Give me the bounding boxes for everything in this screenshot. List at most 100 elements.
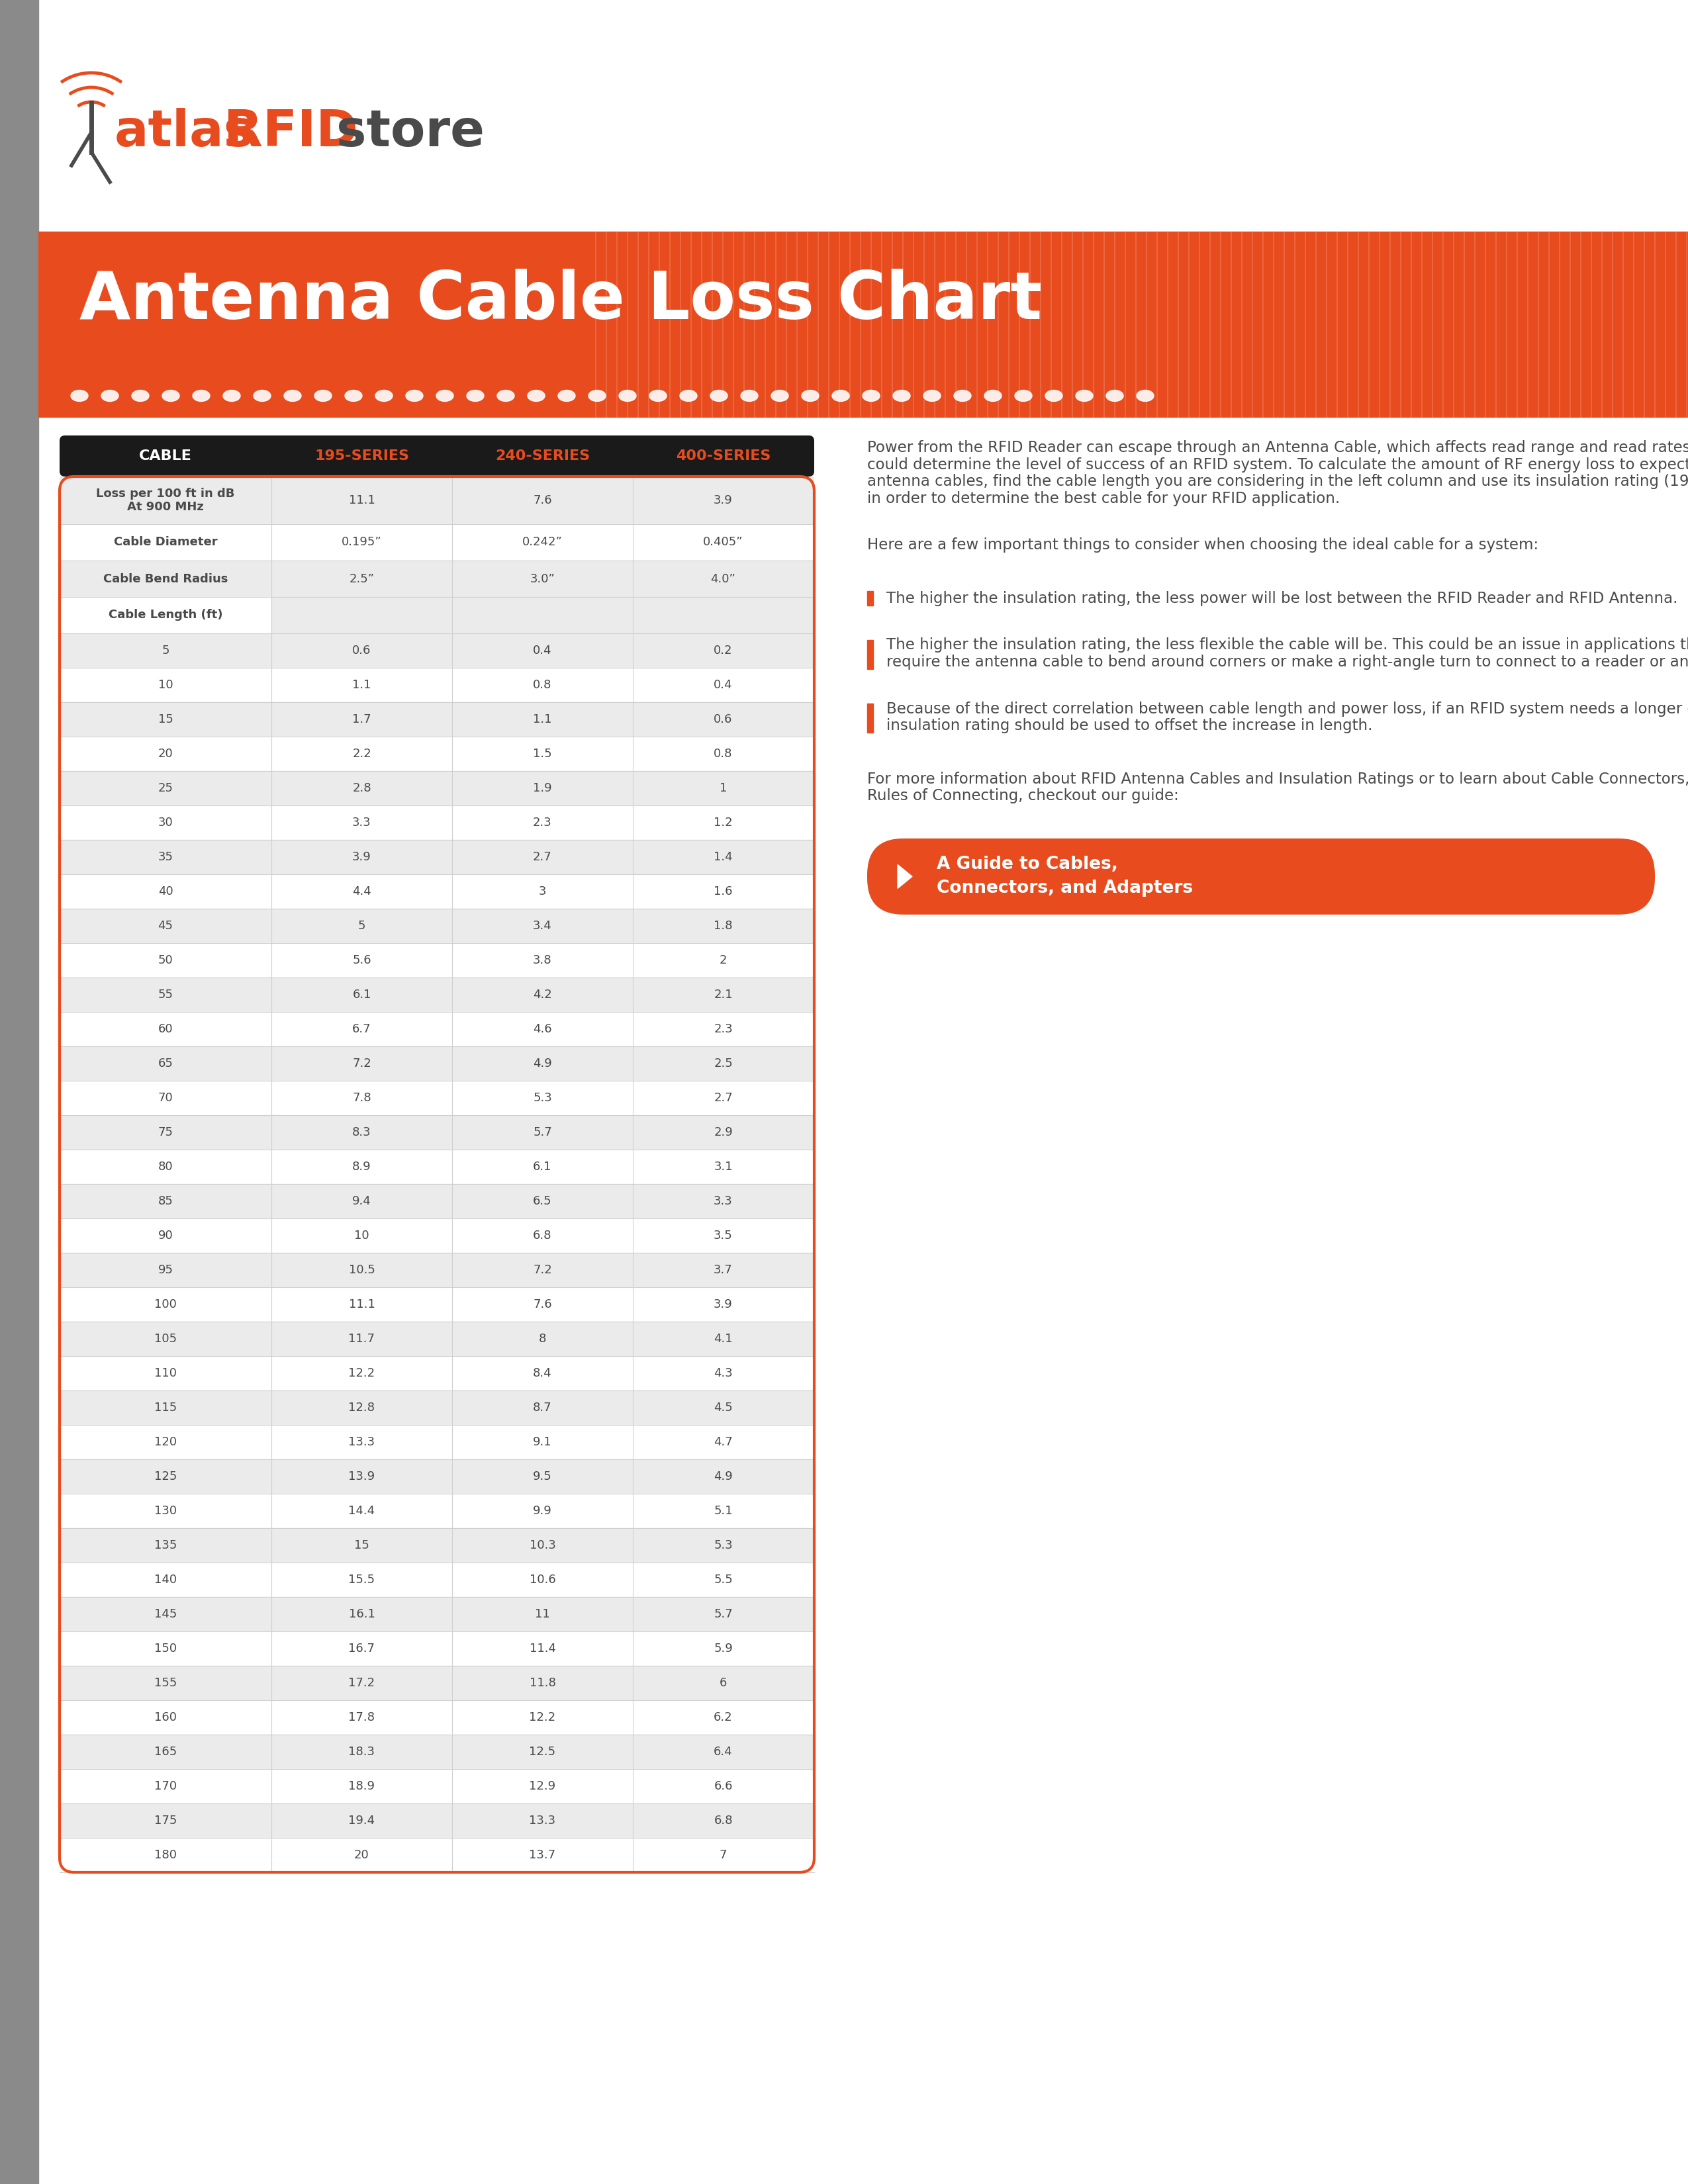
Text: 120: 120	[154, 1437, 177, 1448]
Bar	[59, 1081, 814, 1116]
Text: 5.9: 5.9	[714, 1642, 733, 1655]
Text: 18.9: 18.9	[348, 1780, 375, 1793]
Text: 0.195”: 0.195”	[341, 537, 381, 548]
Bar	[59, 703, 814, 736]
Text: 6.1: 6.1	[353, 989, 371, 1000]
Text: 170: 170	[154, 1780, 177, 1793]
Text: 100: 100	[154, 1299, 177, 1310]
Bar	[59, 596, 272, 633]
Text: 125: 125	[154, 1470, 177, 1483]
Ellipse shape	[771, 391, 788, 402]
Text: 13.3: 13.3	[530, 1815, 555, 1826]
Text: 0.8: 0.8	[714, 747, 733, 760]
Text: 8.4: 8.4	[533, 1367, 552, 1380]
Ellipse shape	[1075, 391, 1092, 402]
Bar	[59, 841, 814, 874]
Ellipse shape	[436, 391, 454, 402]
Text: 6.8: 6.8	[533, 1230, 552, 1241]
Text: 2.5: 2.5	[714, 1057, 733, 1070]
Text: 7.2: 7.2	[533, 1265, 552, 1275]
Text: 90: 90	[159, 1230, 172, 1241]
Text: 5.7: 5.7	[714, 1607, 733, 1621]
Text: 6.5: 6.5	[533, 1195, 552, 1208]
Bar	[59, 1631, 814, 1666]
Ellipse shape	[528, 391, 545, 402]
Text: 4.6: 4.6	[533, 1022, 552, 1035]
Ellipse shape	[101, 391, 118, 402]
Text: 1.2: 1.2	[714, 817, 733, 828]
Ellipse shape	[466, 391, 484, 402]
Text: 10: 10	[354, 1230, 370, 1241]
Text: 180: 180	[154, 1850, 177, 1861]
Bar	[452, 476, 633, 524]
Text: 9.1: 9.1	[533, 1437, 552, 1448]
Bar	[59, 524, 272, 561]
Text: 2.5”: 2.5”	[349, 572, 375, 585]
Text: 5: 5	[162, 644, 169, 657]
Bar	[59, 909, 814, 943]
Text: atlas: atlas	[115, 107, 255, 157]
Text: 7.2: 7.2	[353, 1057, 371, 1070]
Text: 19.4: 19.4	[348, 1815, 375, 1826]
Text: 8.9: 8.9	[353, 1162, 371, 1173]
Text: 8.7: 8.7	[533, 1402, 552, 1413]
Text: 11.7: 11.7	[348, 1332, 375, 1345]
Text: 12.8: 12.8	[348, 1402, 375, 1413]
Text: 2.2: 2.2	[353, 747, 371, 760]
Text: insulation rating should be used to offset the increase in length.: insulation rating should be used to offs…	[886, 719, 1372, 734]
FancyBboxPatch shape	[868, 839, 1654, 915]
Text: in order to determine the best cable for your RFID application.: in order to determine the best cable for…	[868, 491, 1340, 507]
Text: 6.6: 6.6	[714, 1780, 733, 1793]
Bar	[868, 703, 873, 732]
Text: 1.4: 1.4	[714, 852, 733, 863]
Bar	[272, 561, 452, 596]
Text: 2.9: 2.9	[714, 1127, 733, 1138]
Bar	[59, 561, 272, 596]
Text: 1.5: 1.5	[533, 747, 552, 760]
Text: 4.4: 4.4	[353, 885, 371, 898]
Text: 6.8: 6.8	[714, 1815, 733, 1826]
Text: 2.8: 2.8	[353, 782, 371, 795]
Text: 6.1: 6.1	[533, 1162, 552, 1173]
Bar	[59, 1666, 814, 1699]
Text: 6.4: 6.4	[714, 1745, 733, 1758]
Text: 15.5: 15.5	[348, 1575, 375, 1586]
Bar	[59, 736, 814, 771]
Text: 40: 40	[159, 885, 172, 898]
Text: 1.8: 1.8	[714, 919, 733, 933]
Text: 9.9: 9.9	[533, 1505, 552, 1518]
Text: 12.2: 12.2	[348, 1367, 375, 1380]
Text: 10.5: 10.5	[348, 1265, 375, 1275]
Text: 1.6: 1.6	[714, 885, 733, 898]
Bar	[59, 1529, 814, 1562]
Text: 11.1: 11.1	[348, 494, 375, 507]
Text: 12.2: 12.2	[530, 1712, 555, 1723]
Text: 3.5: 3.5	[714, 1230, 733, 1241]
Bar	[633, 524, 814, 561]
Text: Loss per 100 ft in dB
At 900 MHz: Loss per 100 ft in dB At 900 MHz	[96, 487, 235, 513]
Text: Cable Length (ft): Cable Length (ft)	[108, 609, 223, 620]
Text: 60: 60	[159, 1022, 172, 1035]
Text: 80: 80	[159, 1162, 172, 1173]
Ellipse shape	[162, 391, 179, 402]
Text: 175: 175	[154, 1815, 177, 1826]
Text: 13.3: 13.3	[348, 1437, 375, 1448]
Bar	[59, 1149, 814, 1184]
Text: Here are a few important things to consider when choosing the ideal cable for a : Here are a few important things to consi…	[868, 537, 1538, 553]
Bar	[59, 1356, 814, 1391]
Ellipse shape	[650, 391, 667, 402]
Text: RFID: RFID	[225, 107, 358, 157]
Text: 3.3: 3.3	[714, 1195, 733, 1208]
Text: Cable Bend Radius: Cable Bend Radius	[103, 572, 228, 585]
Ellipse shape	[589, 391, 606, 402]
Text: 11.1: 11.1	[348, 1299, 375, 1310]
Text: 140: 140	[154, 1575, 177, 1586]
Bar	[59, 1321, 814, 1356]
Bar	[272, 476, 452, 524]
Text: 1.1: 1.1	[533, 714, 552, 725]
Text: 9.4: 9.4	[353, 1195, 371, 1208]
Ellipse shape	[802, 391, 819, 402]
Bar	[59, 943, 814, 978]
Text: 20: 20	[354, 1850, 370, 1861]
Text: 7.6: 7.6	[533, 1299, 552, 1310]
